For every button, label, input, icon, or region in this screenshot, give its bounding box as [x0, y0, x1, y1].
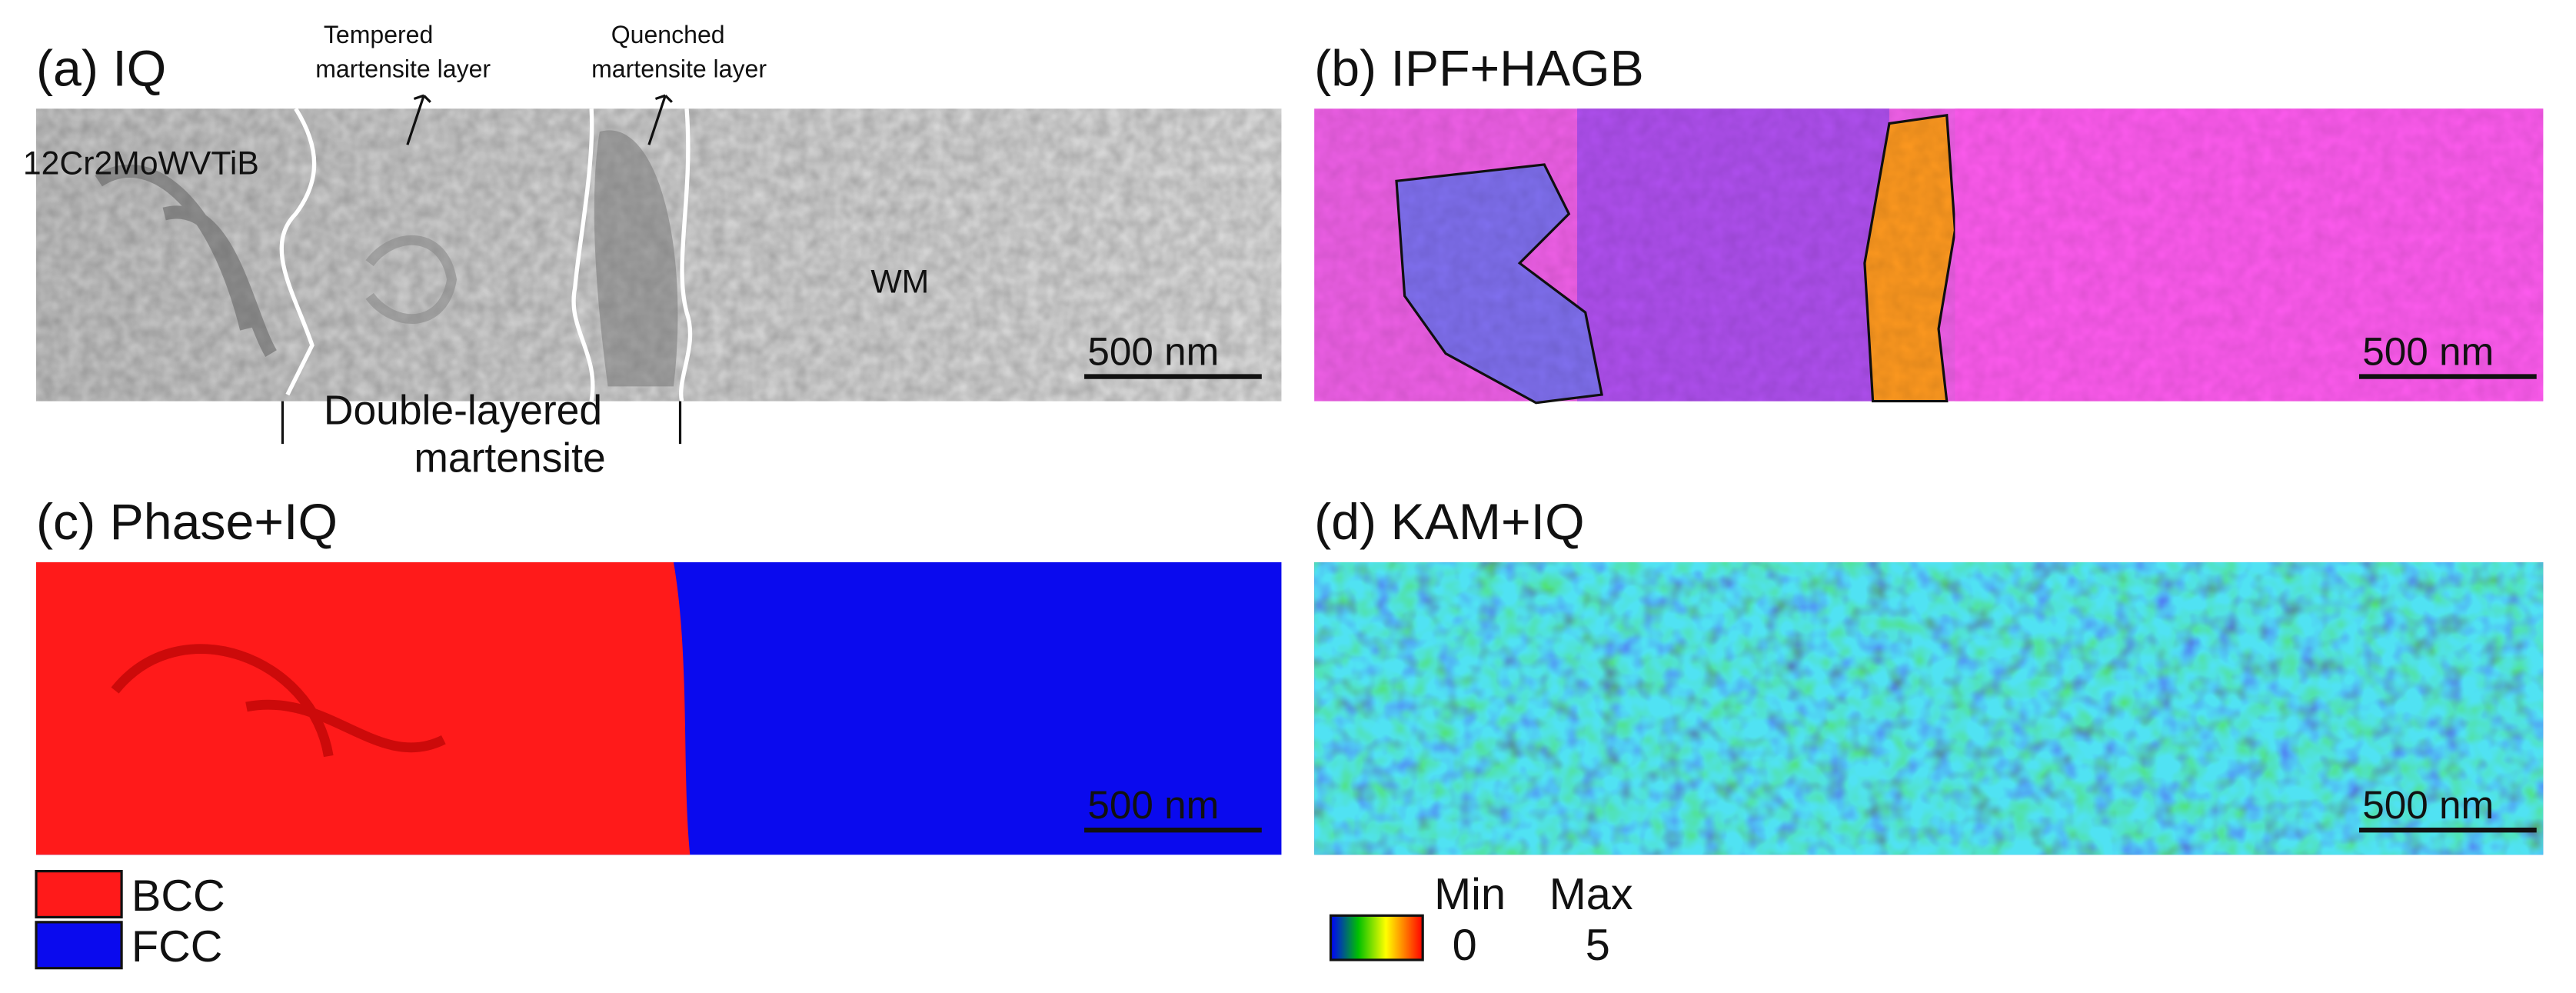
kam-legend: Min Max 0 5 [1329, 870, 1633, 970]
phase-region [36, 561, 691, 855]
arrow [406, 94, 431, 145]
panel-d: (d) KAM+IQ 500 nm [1314, 494, 2544, 855]
boundary-line [571, 108, 693, 402]
annotation: Quenched [611, 21, 725, 48]
iq-feature [594, 130, 678, 387]
panel-c: (c) Phase+IQ 500 nm [36, 494, 1282, 855]
legend-swatch [35, 921, 123, 970]
panel-b: (b) IPF+HAGB 500 nm [1314, 40, 2544, 405]
ipf-texture [1314, 108, 2544, 402]
colorbar [1329, 914, 1424, 961]
annotation: WM [870, 264, 929, 301]
legend-label: Max [1549, 870, 1633, 919]
annotation: Tempered [324, 21, 433, 48]
annotation: martensite layer [591, 55, 767, 83]
scale-bar-label: 500 nm [1087, 783, 1219, 827]
kam-texture [1314, 561, 2544, 855]
legend-label: Min [1434, 870, 1506, 919]
legend-label: FCC [131, 922, 223, 971]
annotation: 12Cr2MoWVTiB [23, 145, 259, 182]
scale-bar-label: 500 nm [1087, 330, 1219, 374]
scale-bar-label: 500 nm [2362, 330, 2494, 374]
panel-label: (d) KAM+IQ [1314, 494, 1584, 551]
scale-bar-label: 500 nm [2362, 783, 2494, 827]
panel-label: (a) IQ [36, 40, 166, 97]
boundary-line [279, 107, 317, 396]
legend-swatch [35, 870, 123, 919]
iq-feature [365, 235, 458, 324]
iq-feature [95, 164, 277, 358]
legend-value: 5 [1586, 921, 1610, 970]
annotation: martensite layer [315, 55, 491, 83]
annotation: martensite [414, 435, 605, 481]
legend-value: 0 [1453, 921, 1477, 970]
panel-a: (a) IQ Tempered martensite layer Quenche… [23, 21, 1282, 481]
panel-label: (c) Phase+IQ [36, 494, 338, 551]
panel-label: (b) IPF+HAGB [1314, 40, 1644, 97]
iq-feature [111, 644, 446, 758]
arrow [647, 94, 673, 145]
legend-label: BCC [131, 871, 225, 921]
annotation: Double-layered [324, 388, 602, 433]
